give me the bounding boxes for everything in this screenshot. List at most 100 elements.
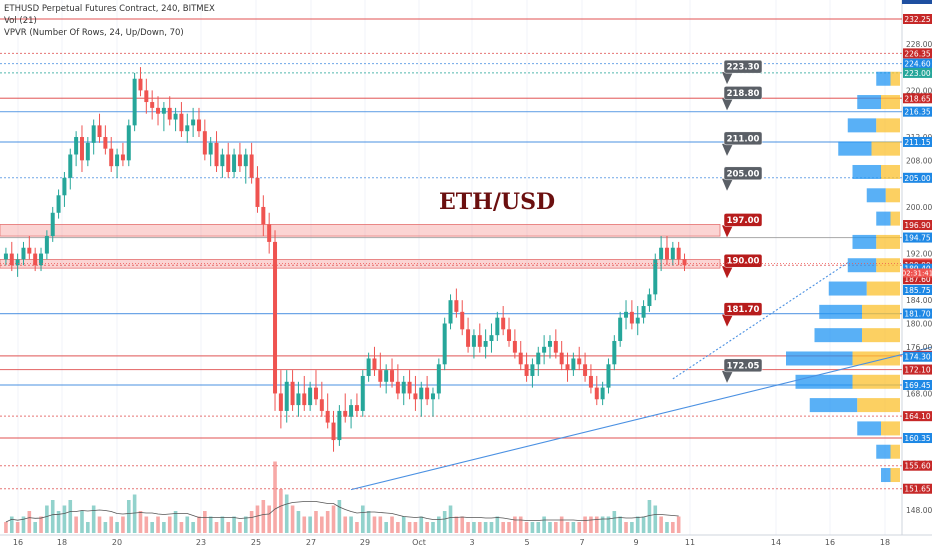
volume-line[interactable]: Vol (21) <box>4 16 37 26</box>
price-marker: 224.60 <box>903 58 932 69</box>
price-marker-label: 172.10 <box>904 366 930 375</box>
volume-bar <box>396 522 400 533</box>
candle-body <box>319 399 324 411</box>
candle <box>202 119 207 161</box>
candle <box>466 317 471 353</box>
volume-bar <box>150 522 154 533</box>
candle <box>413 375 418 411</box>
price-marker-tag <box>903 220 932 231</box>
candle <box>325 393 330 429</box>
vpvr-line[interactable]: VPVR (Number Of Rows, 24, Up/Down, 70) <box>4 28 184 38</box>
price-callout: 223.30 <box>722 59 763 85</box>
candle-body <box>161 107 166 114</box>
price-marker-label: 164.10 <box>904 412 930 421</box>
price-marker-tag <box>903 93 932 104</box>
candle <box>530 358 535 388</box>
trend-line <box>672 261 849 380</box>
x-tick-label: 5 <box>524 538 529 547</box>
volume-bar <box>507 522 511 533</box>
price-marker-tag <box>903 411 932 422</box>
candle <box>583 352 588 382</box>
candle <box>144 78 149 114</box>
vpvr-down-bar <box>852 374 900 389</box>
candle <box>664 236 669 266</box>
candle <box>196 107 201 138</box>
candle-body <box>167 107 172 120</box>
candle-body <box>390 370 395 382</box>
symbol-line[interactable]: ETHUSD Perpetual Futures Contract, 240, … <box>4 4 215 14</box>
price-marker-tag <box>903 136 932 147</box>
candle-body <box>407 381 412 394</box>
candle-body <box>436 364 441 394</box>
volume-bar <box>571 522 576 533</box>
candle <box>97 113 102 143</box>
candle-body <box>79 137 84 161</box>
candle-body <box>226 154 231 172</box>
price-marker: 151.65 <box>903 483 932 494</box>
callout-pointer <box>722 266 733 279</box>
volume-bar <box>647 500 652 533</box>
volume-bar <box>413 522 418 533</box>
callout-label: 205.00 <box>727 169 760 179</box>
candle-body <box>430 393 435 400</box>
price-marker: 155.60 <box>903 460 932 471</box>
candle <box>173 107 178 132</box>
candle-body <box>536 352 541 365</box>
price-marker-label: 151.65 <box>904 485 930 494</box>
price-axis-label: 148.00 <box>906 506 932 515</box>
price-marker-label: 155.60 <box>904 462 930 471</box>
candle-body <box>419 387 424 400</box>
candle <box>483 329 488 359</box>
callout-box <box>723 59 763 74</box>
volume-bar <box>115 522 119 533</box>
candle-body <box>179 113 184 132</box>
callout-label: 181.70 <box>727 305 760 315</box>
candle-body <box>126 125 131 161</box>
candle-body <box>243 154 248 167</box>
volume-bar <box>197 516 201 533</box>
volume-bar <box>308 516 312 533</box>
price-marker: 223.00 <box>903 67 932 78</box>
callout-box <box>723 213 763 227</box>
candle-body <box>33 253 38 266</box>
candle <box>542 335 547 365</box>
volume-bar <box>565 522 570 533</box>
candle-body <box>372 358 377 371</box>
chart-title: ETH/USD <box>439 189 555 215</box>
candle <box>442 317 447 371</box>
candle <box>390 358 395 388</box>
vpvr-down-bar <box>890 468 900 483</box>
candle-body <box>483 340 488 347</box>
candle <box>103 125 108 155</box>
candle-body <box>50 212 55 237</box>
volume-bar <box>372 516 377 533</box>
volume-bar <box>671 522 675 533</box>
candle-body <box>173 113 178 120</box>
candle <box>62 171 67 207</box>
candle <box>460 300 465 336</box>
candle <box>641 300 646 324</box>
callout-box <box>723 131 763 146</box>
x-tick-label: 20 <box>112 538 122 547</box>
candle <box>501 306 506 336</box>
candle <box>577 346 582 371</box>
vpvr-down-bar <box>876 118 900 133</box>
vpvr-up-bar <box>857 95 881 110</box>
callout-box <box>723 358 763 373</box>
candle <box>624 300 629 330</box>
candle <box>354 393 359 417</box>
candle-body <box>635 317 640 324</box>
volume-bar <box>185 516 190 533</box>
price-marker: 232.25 <box>903 14 932 24</box>
candle-body <box>68 154 73 178</box>
price-axis-label: 220.00 <box>906 86 932 95</box>
candle-body <box>9 253 14 266</box>
price-axis-label: 180.00 <box>906 320 932 329</box>
candle-body <box>624 311 629 318</box>
volume-bar <box>56 511 61 533</box>
candle <box>243 148 248 184</box>
volume-bar <box>50 500 55 533</box>
callout-box <box>723 166 763 181</box>
volume-bar <box>45 505 49 533</box>
